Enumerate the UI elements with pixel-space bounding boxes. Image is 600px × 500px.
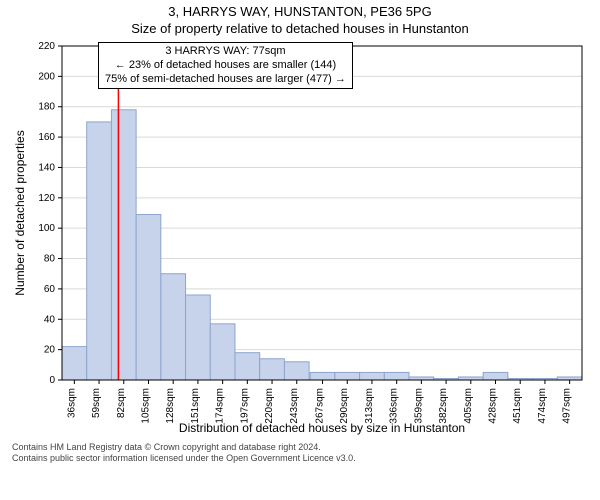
y-tick-label: 60 bbox=[44, 284, 56, 295]
x-tick-label: 220sqm bbox=[264, 388, 275, 424]
x-tick-label: 151sqm bbox=[190, 388, 201, 424]
histogram-bar bbox=[310, 372, 335, 380]
annotation-line-1: 3 HARRYS WAY: 77sqm bbox=[105, 45, 346, 59]
x-tick-label: 359sqm bbox=[413, 388, 424, 424]
x-tick-label: 428sqm bbox=[488, 388, 499, 424]
y-tick-label: 20 bbox=[44, 345, 56, 356]
chart-area: 0 20 40 60 80 100 120 140 160 180 200 220 36sqm 59sqm… bbox=[10, 38, 590, 438]
annotation-line-2: ← 23% of detached houses are smaller (14… bbox=[105, 59, 346, 73]
x-tick-label: 174sqm bbox=[215, 388, 226, 424]
histogram-bar bbox=[210, 324, 235, 380]
y-tick-label: 40 bbox=[44, 314, 56, 325]
histogram-bar bbox=[235, 353, 260, 380]
chart-root: 3, HARRYS WAY, HUNSTANTON, PE36 5PG Size… bbox=[0, 0, 600, 500]
y-tick-label: 220 bbox=[38, 41, 55, 52]
x-tick-label: 451sqm bbox=[512, 388, 523, 424]
x-tick-label: 105sqm bbox=[140, 388, 151, 424]
y-tick-label: 200 bbox=[38, 71, 55, 82]
histogram-bar bbox=[384, 372, 409, 380]
histogram-bar bbox=[284, 362, 309, 380]
y-tick-label: 120 bbox=[38, 193, 55, 204]
x-tick-label: 267sqm bbox=[315, 388, 326, 424]
x-tick-label: 290sqm bbox=[339, 388, 350, 424]
x-tick-label: 336sqm bbox=[389, 388, 400, 424]
histogram-bar bbox=[186, 295, 211, 380]
y-tick-label: 80 bbox=[44, 254, 56, 265]
x-tick-label: 243sqm bbox=[289, 388, 300, 424]
x-tick-label: 59sqm bbox=[91, 388, 102, 418]
footer-line-1: Contains HM Land Registry data © Crown c… bbox=[12, 442, 588, 453]
histogram-bar bbox=[87, 122, 112, 380]
footer-line-2: Contains public sector information licen… bbox=[12, 453, 588, 464]
y-tick-label: 0 bbox=[49, 375, 55, 386]
x-axis-label: Distribution of detached houses by size … bbox=[179, 421, 465, 435]
y-axis-label: Number of detached properties bbox=[13, 130, 27, 295]
x-tick-label: 497sqm bbox=[562, 388, 573, 424]
footer: Contains HM Land Registry data © Crown c… bbox=[0, 438, 600, 464]
x-tick-label: 313sqm bbox=[364, 388, 375, 424]
histogram-bar bbox=[335, 372, 360, 380]
y-tick-label: 140 bbox=[38, 162, 55, 173]
y-tick-label: 160 bbox=[38, 132, 55, 143]
histogram-bar bbox=[111, 110, 136, 380]
x-tick-label: 36sqm bbox=[66, 388, 77, 418]
histogram-svg: 0 20 40 60 80 100 120 140 160 180 200 220 36sqm 59sqm… bbox=[10, 38, 590, 438]
annotation-line-3: 75% of semi-detached houses are larger (… bbox=[105, 73, 346, 87]
x-tick-label: 82sqm bbox=[116, 388, 127, 418]
x-tick-label: 197sqm bbox=[239, 388, 250, 424]
histogram-bar bbox=[483, 372, 508, 380]
y-tick-label: 180 bbox=[38, 102, 55, 113]
x-tick-label: 474sqm bbox=[537, 388, 548, 424]
title-subtitle: Size of property relative to detached ho… bbox=[0, 19, 600, 38]
x-tick-label: 128sqm bbox=[165, 388, 176, 424]
histogram-bar bbox=[62, 347, 87, 380]
histogram-bar bbox=[360, 372, 385, 380]
x-tick-label: 382sqm bbox=[438, 388, 449, 424]
title-address: 3, HARRYS WAY, HUNSTANTON, PE36 5PG bbox=[0, 0, 600, 19]
annotation-box: 3 HARRYS WAY: 77sqm ← 23% of detached ho… bbox=[98, 42, 353, 89]
histogram-bar bbox=[161, 274, 186, 380]
histogram-bar bbox=[260, 359, 285, 380]
histogram-bar bbox=[136, 215, 161, 380]
x-tick-label: 405sqm bbox=[463, 388, 474, 424]
y-tick-label: 100 bbox=[38, 223, 55, 234]
